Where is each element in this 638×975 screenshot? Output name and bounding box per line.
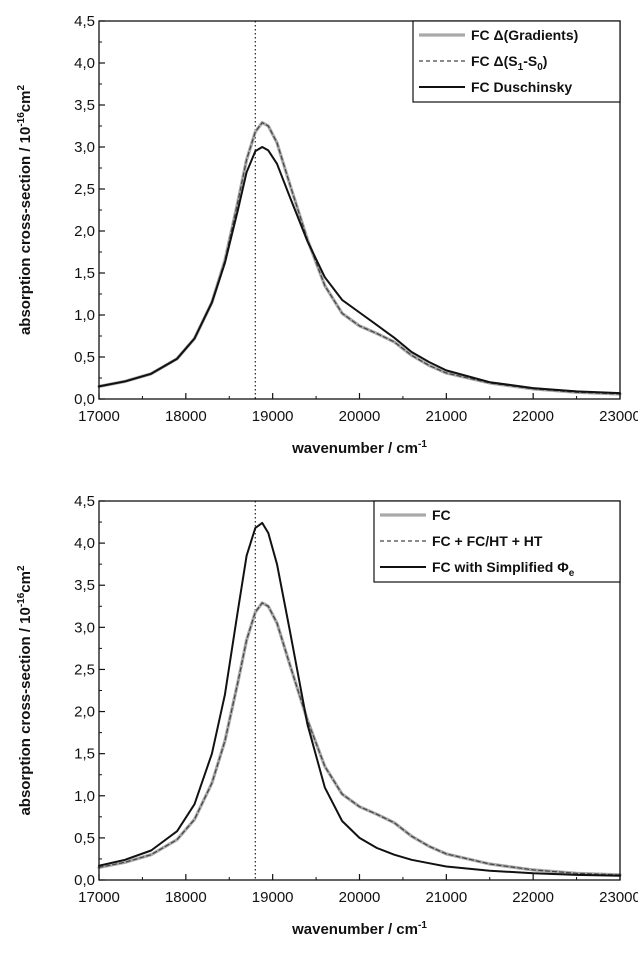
y-tick-label: 4,5	[74, 13, 95, 30]
y-tick-label: 3,0	[74, 139, 95, 156]
x-tick-label: 20000	[339, 408, 381, 425]
y-tick-label: 1,5	[74, 265, 95, 282]
legend-label-2: FC with Simplified Φe	[432, 559, 575, 579]
y-axis-title: absorption cross-section / 10-16cm2	[16, 85, 34, 336]
x-tick-label: 20000	[339, 889, 381, 906]
top-chart-panel: 17000 18000 19000 20000 21000 22000 23000 0,0 0,…	[16, 13, 638, 457]
y-tick-label: 0,0	[74, 872, 95, 889]
x-tick-label: 21000	[425, 408, 467, 425]
y-tick-label: 4,5	[74, 493, 95, 510]
legend-label-0: FC Δ(Gradients)	[471, 27, 578, 43]
y-tick-label: 2,5	[74, 661, 95, 678]
y-tick-label: 2,5	[74, 181, 95, 198]
y-tick-label: 2,0	[74, 704, 95, 721]
legend-label-1: FC Δ(S1-S0)	[471, 53, 547, 73]
x-tick-label: 22000	[512, 408, 554, 425]
legend: FC FC + FC/HT + HT FC with Simplified Φe	[373, 500, 621, 583]
series-line-2	[98, 521, 621, 877]
y-tick-label: 1,0	[74, 307, 95, 324]
y-tick-label: 1,0	[74, 788, 95, 805]
legend-label-2: FC Duschinsky	[471, 79, 572, 95]
x-tick-label: 17000	[78, 408, 120, 425]
series-line-0	[97, 601, 622, 877]
y-tick-label: 0,0	[74, 391, 95, 408]
y-tick-label: 4,0	[74, 55, 95, 72]
y-tick-label: 3,5	[74, 97, 95, 114]
y-tick-label: 3,0	[74, 619, 95, 636]
series-line-2	[98, 146, 621, 395]
y-tick-label: 2,0	[74, 223, 95, 240]
x-tick-label: 19000	[252, 889, 294, 906]
x-tick-label: 23000	[599, 408, 638, 425]
y-tick-label: 1,5	[74, 746, 95, 763]
legend-label-1: FC + FC/HT + HT	[432, 533, 543, 549]
x-axis-title: wavenumber / cm-1	[291, 920, 427, 938]
y-tick-label: 0,5	[74, 349, 95, 366]
series-line-1	[98, 602, 621, 876]
x-tick-label: 17000	[78, 889, 120, 906]
y-tick-label: 4,0	[74, 535, 95, 552]
x-tick-label: 18000	[165, 408, 207, 425]
series-line-0	[97, 121, 622, 396]
legend-label-0: FC	[432, 507, 451, 523]
y-tick-label: 3,5	[74, 577, 95, 594]
x-tick-label: 19000	[252, 408, 294, 425]
legend: FC Δ(Gradients) FC Δ(S1-S0) FC Duschinsky	[412, 20, 621, 103]
y-tick-label: 0,5	[74, 830, 95, 847]
y-axis-title: absorption cross-section / 10-16cm2	[16, 565, 34, 816]
x-tick-label: 21000	[425, 889, 467, 906]
x-tick-label: 18000	[165, 889, 207, 906]
series-line-1	[98, 122, 621, 395]
bottom-chart-panel: 17000 18000 19000 20000 21000 22000 23000 0,0 0,…	[16, 493, 638, 938]
x-axis-title: wavenumber / cm-1	[291, 439, 427, 457]
x-tick-label: 22000	[512, 889, 554, 906]
x-tick-label: 23000	[599, 889, 638, 906]
